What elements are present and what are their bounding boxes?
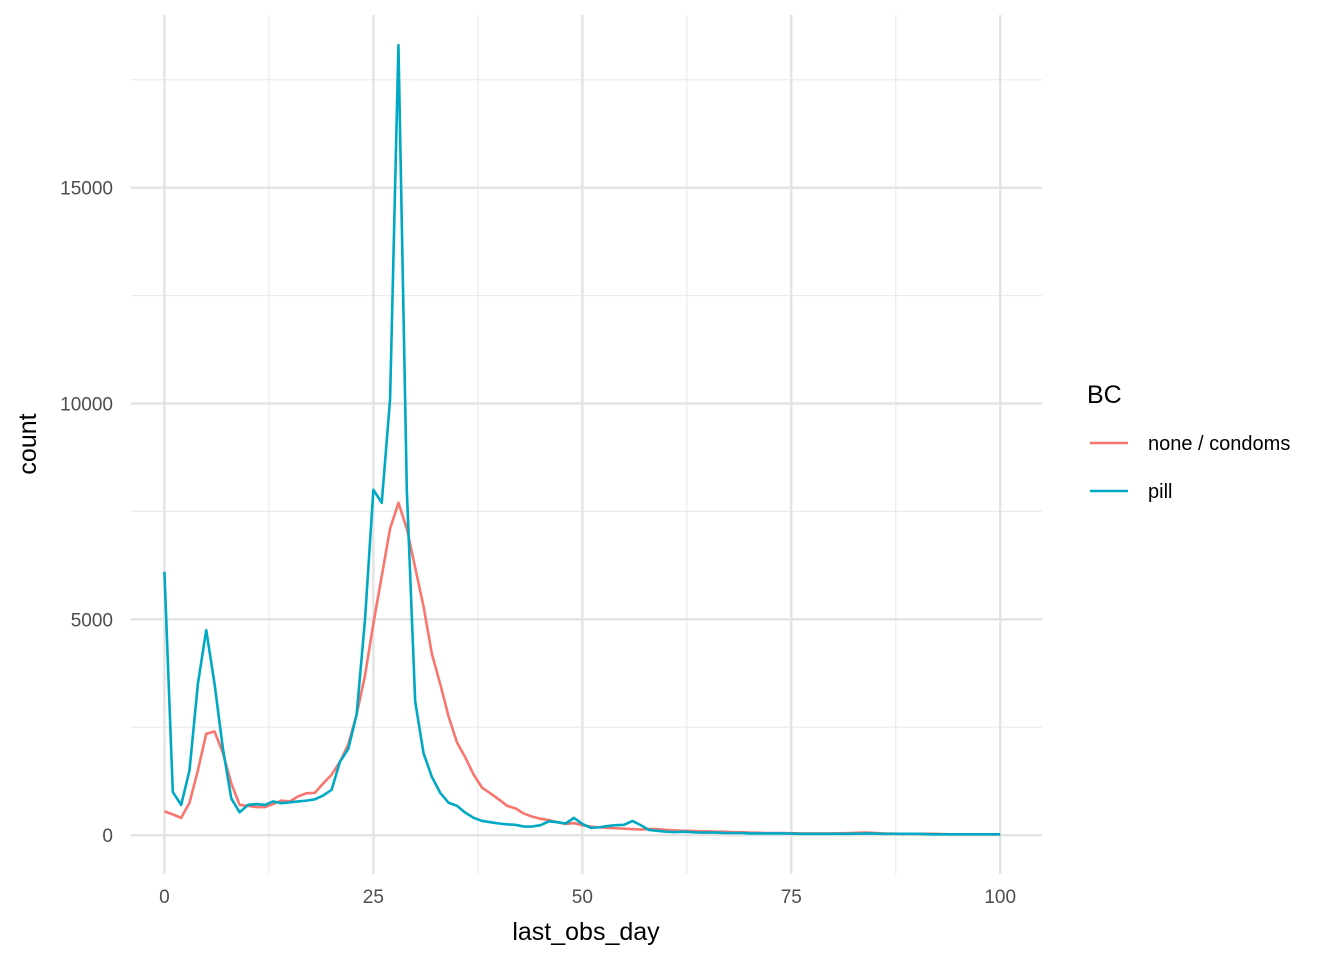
y-tick-label: 10000: [60, 394, 113, 415]
y-tick-label: 0: [102, 826, 113, 847]
x-tick-label: 75: [781, 887, 802, 908]
series-lines: [163, 43, 1001, 836]
y-axis-ticks: 0 5000 10000 15000: [60, 179, 113, 847]
grid: [131, 15, 1042, 874]
legend-label: none / condoms: [1148, 433, 1290, 455]
x-tick-label: 0: [159, 887, 170, 908]
x-axis-ticks: 0 25 50 75 100: [159, 887, 1016, 908]
legend: BC none / condoms pill: [1087, 381, 1290, 503]
legend-label: pill: [1148, 481, 1172, 503]
x-tick-label: 100: [984, 887, 1016, 908]
y-tick-label: 15000: [60, 179, 113, 200]
y-tick-label: 5000: [71, 610, 113, 631]
x-tick-label: 50: [572, 887, 593, 908]
x-tick-label: 25: [363, 887, 384, 908]
legend-title: BC: [1087, 381, 1122, 409]
legend-items: none / condoms pill: [1090, 433, 1290, 503]
x-axis-title: last_obs_day: [512, 918, 660, 946]
y-axis-title: count: [14, 413, 42, 474]
series-line-pill: [163, 43, 1001, 836]
